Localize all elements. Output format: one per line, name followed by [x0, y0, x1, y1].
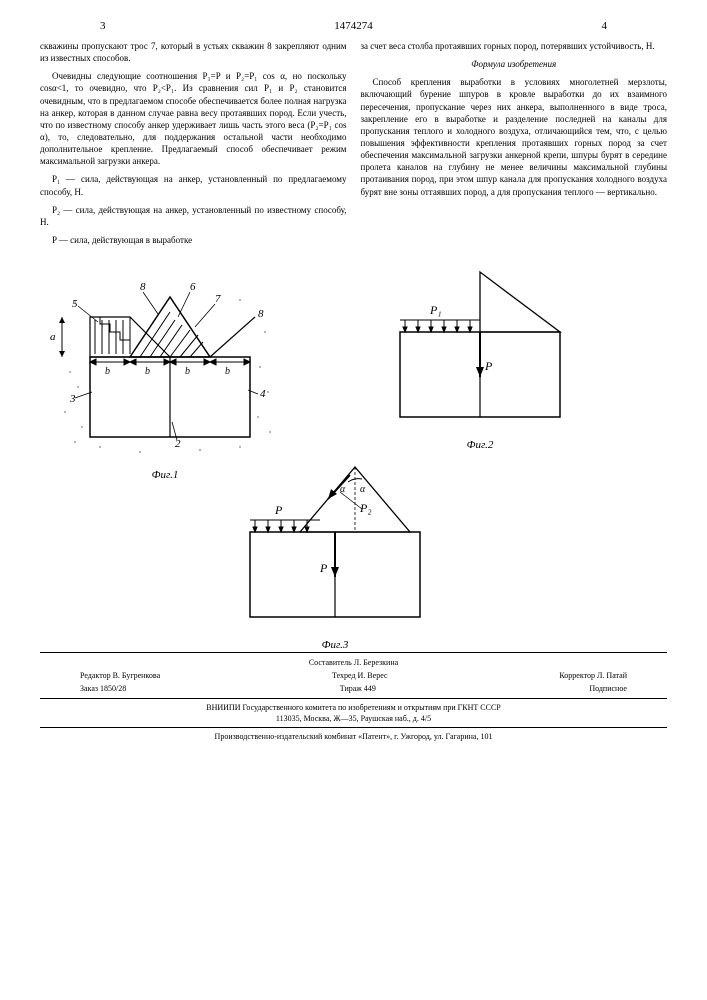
svg-text:8: 8: [140, 281, 146, 293]
footer-tech: Техред И. Верес: [332, 670, 388, 681]
svg-text:P: P: [274, 503, 283, 517]
figure-2-svg: P₁ P: [370, 262, 590, 432]
footer-sub: Подписное: [589, 683, 627, 694]
svg-text:b: b: [145, 366, 150, 377]
left-p3: P₁ — сила, действующая на анкер, установ…: [40, 173, 347, 197]
footer-org1: ВНИИПИ Государственного комитета по изоб…: [40, 702, 667, 713]
svg-text:P: P: [319, 561, 328, 575]
figure-1-svg: 5 8 6 7 8 3 2 4 a: [40, 262, 290, 462]
left-column: скважины пропускают трос 7, который в ус…: [40, 40, 347, 252]
svg-text:α: α: [360, 484, 366, 495]
footer-org2: Производственно-издательский комбинат «П…: [40, 731, 667, 742]
svg-text:7: 7: [215, 293, 221, 305]
left-p4: P₂ — сила, действующая на анкер, установ…: [40, 204, 347, 228]
svg-text:8: 8: [258, 308, 264, 320]
right-p2: Способ крепления выработки в условиях мн…: [361, 76, 668, 197]
footer-addr1: 113035, Москва, Ж—35, Раушская наб., д. …: [40, 713, 667, 724]
text-columns: скважины пропускают трос 7, который в ус…: [40, 40, 667, 252]
claims-heading: Формула изобретения: [361, 58, 668, 70]
svg-text:b: b: [105, 366, 110, 377]
page-number-right: 4: [602, 20, 608, 32]
left-p2: Очевидны следующие соотношения P₁=P и P₂…: [40, 70, 347, 167]
figures-area: 5 8 6 7 8 3 2 4 a: [40, 262, 667, 642]
svg-text:6: 6: [190, 281, 196, 293]
footer-order: Заказ 1850/28: [80, 683, 126, 694]
svg-text:5: 5: [72, 298, 78, 310]
right-column: за счет веса столба протаявших горных по…: [361, 40, 668, 252]
figure-2: P₁ P Фиг.2: [370, 262, 590, 451]
figure-1: 5 8 6 7 8 3 2 4 a: [40, 262, 290, 481]
left-p1: скважины пропускают трос 7, который в ус…: [40, 40, 347, 64]
footer-corrector: Корректор Л. Патай: [559, 670, 627, 681]
footer-tirazh: Тираж 449: [340, 683, 376, 694]
footer-credits-row: Редактор В. Бугренкова Техред И. Верес К…: [80, 670, 627, 681]
footer-order-row: Заказ 1850/28 Тираж 449 Подписное: [80, 683, 627, 694]
footer: Составитель Л. Березкина Редактор В. Буг…: [40, 652, 667, 742]
svg-text:3: 3: [69, 393, 76, 405]
svg-text:a: a: [50, 331, 56, 343]
page-header: 3 1474274 4: [40, 20, 667, 32]
fig3-label: Фиг.3: [220, 639, 450, 651]
svg-text:b: b: [185, 366, 190, 377]
svg-text:P: P: [484, 359, 493, 373]
figure-3: α α P P₂ P Фиг.3: [220, 457, 450, 651]
right-p1: за счет веса столба протаявших горных по…: [361, 40, 668, 52]
svg-text:2: 2: [175, 438, 181, 450]
figure-3-svg: α α P P₂ P: [220, 457, 450, 632]
fig2-label: Фиг.2: [370, 439, 590, 451]
document-number: 1474274: [334, 20, 373, 32]
svg-text:b: b: [225, 366, 230, 377]
footer-compiler: Составитель Л. Березкина: [40, 657, 667, 668]
svg-text:4: 4: [260, 388, 266, 400]
page-number-left: 3: [100, 20, 106, 32]
left-p5: P — сила, действующая в выработке: [40, 234, 347, 246]
footer-editor: Редактор В. Бугренкова: [80, 670, 160, 681]
svg-text:P₁: P₁: [429, 303, 442, 317]
